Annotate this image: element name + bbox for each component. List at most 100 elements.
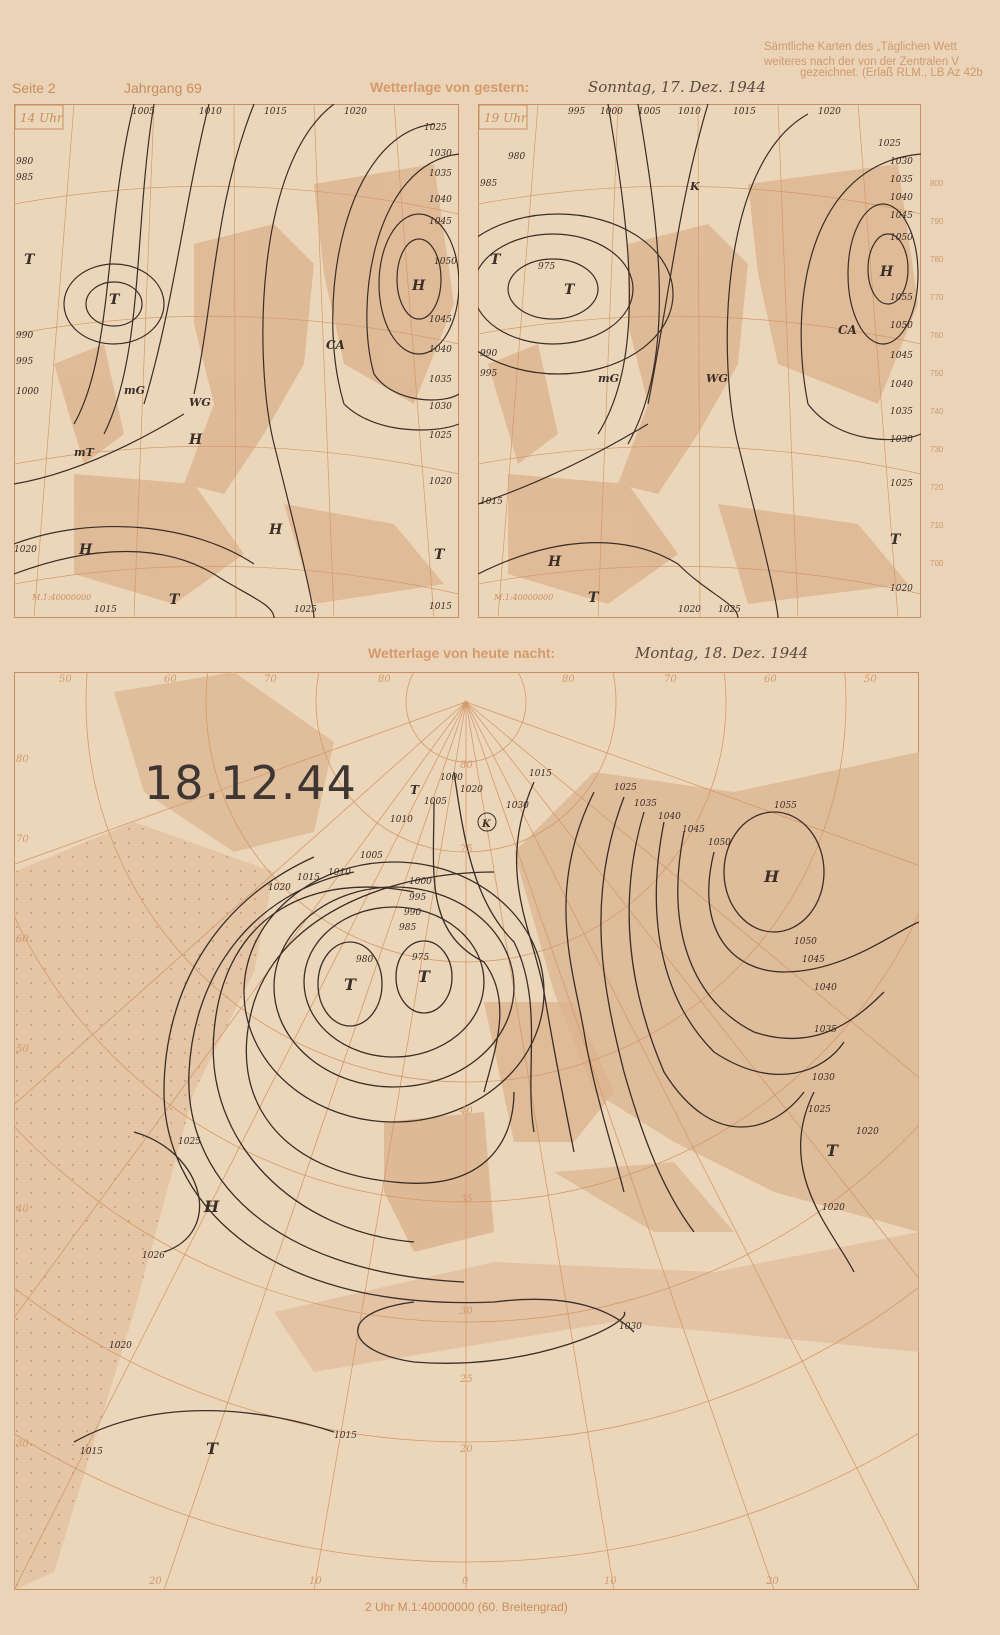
pressure-k: K: [481, 819, 492, 830]
isobar-label: 1015: [429, 602, 452, 612]
lon-label: 20: [148, 1576, 162, 1587]
isobar-label: 1000: [409, 877, 432, 887]
lon-label: 60: [764, 674, 777, 685]
lon-label: 70: [664, 674, 677, 685]
map-scale: M.1:40000000: [31, 593, 91, 602]
pressure-low: T: [418, 967, 431, 986]
barometer-scale: 800 790 780 770 760 750 740 730 720 710 …: [930, 170, 960, 590]
pressure-high: H: [547, 554, 562, 570]
lat-label: 30: [16, 1439, 29, 1450]
map-19-uhr: 995 1000 1005 1010 1015 1020 1025 1030 1…: [478, 104, 921, 618]
pressure-high: H: [411, 278, 426, 294]
airmass-label: mT: [74, 446, 95, 459]
airmass-label: WG: [189, 396, 211, 409]
pressure-high: H: [268, 522, 283, 538]
isobar-label: 1045: [682, 825, 705, 835]
isobar-label: 995: [409, 893, 426, 903]
isobar-label: 1005: [360, 851, 383, 861]
isobar-label: 1020: [818, 107, 841, 117]
pressure-low: T: [206, 1439, 219, 1458]
isobar-label: 980: [356, 955, 373, 965]
volume-label: Jahrgang 69: [124, 80, 202, 96]
isobar-label: 985: [480, 179, 497, 189]
pressure-low: T: [490, 252, 502, 268]
isobars: [478, 104, 921, 618]
isobar-label: 990: [16, 331, 33, 341]
lon-label: 0: [462, 1576, 469, 1587]
lat-label: 60: [16, 934, 29, 945]
isobar-label: 1020: [429, 477, 452, 487]
isobar-label: 980: [16, 157, 33, 167]
pressure-low: T: [564, 282, 576, 298]
isobar-label: 1005: [424, 797, 447, 807]
yesterday-title: Wetterlage von gestern:: [370, 79, 530, 95]
isobar-label: 1010: [390, 815, 413, 825]
isobar-label: 1030: [429, 149, 452, 159]
lon-label: 60: [164, 674, 177, 685]
isobar-label: 1020: [109, 1341, 132, 1351]
isobar-label: 1045: [890, 351, 913, 361]
isobar-label: 1045: [802, 955, 825, 965]
isobar-label: 1045: [890, 211, 913, 221]
map-time-label: 19 Uhr: [484, 111, 528, 125]
scale-tick: 780: [930, 255, 944, 264]
isobar-label: 990: [480, 349, 497, 359]
circle-label: 30: [460, 1306, 473, 1317]
isobar-label: 1015: [334, 1431, 357, 1441]
pressure-low: T: [826, 1141, 839, 1160]
isobar-label: 1030: [890, 157, 913, 167]
airmass-label: CA: [838, 323, 857, 337]
isobar-label: 1025: [429, 431, 452, 441]
isobar-label: 1010: [199, 107, 222, 117]
isobar-label: 1015: [297, 873, 320, 883]
scale-tick: 790: [930, 217, 944, 226]
isobar-label: 1000: [16, 387, 39, 397]
lon-label: 10: [604, 1576, 617, 1587]
isobar-label: 1025: [878, 139, 901, 149]
map-14-uhr: 1005 1010 1015 1020 1025 1030 1035 1040 …: [14, 104, 459, 618]
isobar-label: 1015: [480, 497, 503, 507]
isobar-label: 995: [568, 107, 585, 117]
pressure-high: H: [188, 432, 203, 448]
scale-tick: 800: [930, 179, 944, 188]
isobar-label: 1015: [733, 107, 756, 117]
isobar-label: 1050: [434, 257, 457, 267]
tonight-date: Montag, 18. Dez. 1944: [635, 644, 809, 662]
isobar-label: 1040: [658, 812, 681, 822]
scale-tick: 750: [930, 369, 944, 378]
pressure-high: H: [763, 867, 780, 886]
isobar-label: 1015: [264, 107, 287, 117]
main-map-scale: 2 Uhr M.1:40000000 (60. Breitengrad): [365, 1600, 568, 1614]
isobars: [73, 771, 919, 1443]
isobar-label: 1005: [132, 107, 155, 117]
lat-label: 70: [16, 834, 29, 845]
isobar-label: 1035: [429, 375, 452, 385]
isobar-label: 1050: [890, 233, 913, 243]
isobar-label: 1020: [856, 1127, 879, 1137]
isobar-label: 995: [16, 357, 33, 367]
pressure-low: T: [588, 590, 600, 606]
isobar-label: 1040: [890, 380, 913, 390]
airmass-label: mG: [124, 384, 145, 397]
isobar-label: 985: [399, 923, 416, 933]
scale-tick: 760: [930, 331, 944, 340]
coordinate-labels: 50 60 70 80 0 80 70 60 50 20 10 0 10 20 …: [15, 674, 877, 1587]
land-masses: [14, 672, 919, 1590]
lat-label: 40: [15, 1204, 29, 1215]
tonight-title: Wetterlage von heute nacht:: [368, 645, 556, 661]
isobar-label: 1045: [429, 315, 452, 325]
graticule: [14, 672, 919, 1590]
circle-label: 20: [459, 1444, 473, 1455]
lon-label: 50: [864, 674, 877, 685]
map-time-label: 14 Uhr: [20, 111, 64, 125]
isobar-label: 1055: [774, 801, 797, 811]
isobar-label: 1000: [600, 107, 623, 117]
date-stamp: 18.12.44: [144, 756, 357, 810]
pressure-low: T: [434, 547, 446, 563]
isobar-label: 1000: [440, 773, 463, 783]
meridians: [14, 701, 919, 1590]
circle-label: 80: [460, 760, 473, 771]
header-note-3: gezeichnet. (Erlaß RLM., LB Az 42b: [800, 67, 983, 79]
isobar-label: 1015: [80, 1447, 103, 1457]
isobar-label: 1010: [678, 107, 701, 117]
